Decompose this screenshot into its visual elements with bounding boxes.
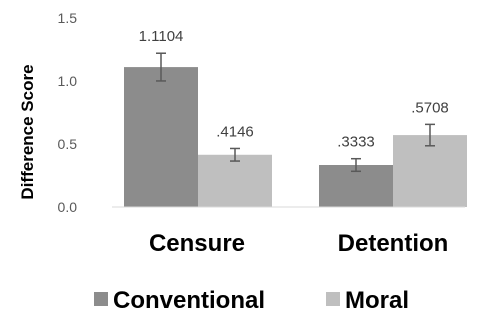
error-bar	[230, 147, 240, 162]
bar-moral-censure	[198, 154, 272, 207]
legend-label: Moral	[345, 287, 409, 314]
legend-label: Conventional	[113, 287, 265, 314]
legend-item-conventional: Conventional	[94, 287, 265, 314]
x-category-label: Censure	[149, 230, 245, 257]
y-tick-label: 1.5	[58, 10, 78, 26]
y-tick-label: 0.5	[58, 136, 78, 152]
data-label: 1.1104	[139, 28, 184, 45]
data-label: .3333	[337, 134, 375, 151]
error-bar	[425, 123, 435, 147]
data-label: .5708	[411, 99, 449, 116]
error-bar	[156, 52, 166, 82]
x-category-label: Detention	[338, 230, 449, 257]
legend-swatch	[326, 292, 340, 306]
bar-moral-detention	[393, 135, 467, 207]
y-tick-label: 1.0	[58, 73, 78, 89]
error-bar	[351, 157, 361, 173]
data-label: .4146	[216, 123, 254, 140]
legend-swatch	[94, 292, 108, 306]
bar-conventional-censure	[124, 67, 198, 207]
legend-item-moral: Moral	[326, 287, 409, 314]
y-tick-label: 0.0	[58, 199, 78, 215]
y-axis-label: Difference Score	[18, 64, 37, 199]
